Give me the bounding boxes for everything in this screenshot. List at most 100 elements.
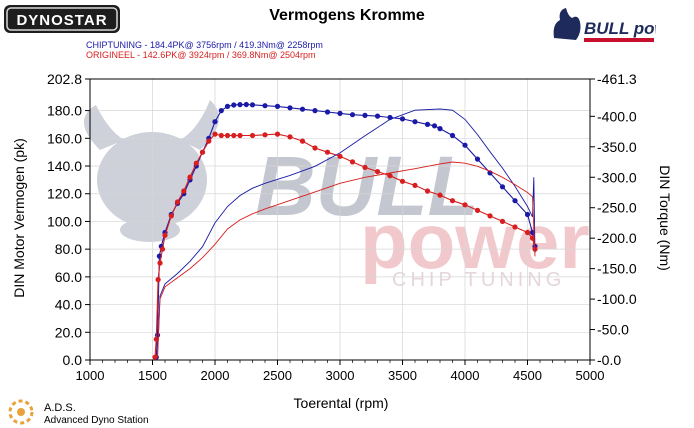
- left-tick-label: 40.0: [55, 297, 82, 313]
- left-tick-label: 202.8: [47, 71, 82, 87]
- power-point-origineel: [206, 138, 212, 144]
- x-tick-label: 2000: [201, 368, 230, 383]
- power-point-chiptuning: [237, 102, 243, 108]
- power-point-origineel: [437, 192, 443, 198]
- power-point-chiptuning: [224, 103, 231, 109]
- power-point-chiptuning: [362, 112, 368, 118]
- power-point-origineel: [499, 218, 506, 224]
- x-tick-label: 3000: [326, 368, 355, 383]
- watermark-word-bull: BULL: [255, 139, 479, 233]
- power-point-origineel: [387, 173, 393, 179]
- left-tick-label: 80.0: [55, 241, 82, 257]
- power-point-origineel: [487, 213, 493, 219]
- power-point-origineel: [412, 182, 418, 188]
- left-tick-label: 180.0: [47, 103, 82, 119]
- left-tick-label: 0.0: [63, 352, 83, 368]
- power-point-origineel: [181, 188, 187, 194]
- left-tick-label: 20.0: [55, 324, 82, 340]
- power-point-origineel: [224, 132, 231, 139]
- torque-line-origineel: [157, 161, 536, 358]
- power-point-chiptuning: [374, 113, 381, 119]
- power-point-origineel: [324, 149, 331, 155]
- right-axis-label: DIN Torque (Nm): [657, 165, 673, 271]
- power-point-origineel: [287, 134, 293, 140]
- power-point-origineel: [274, 131, 281, 137]
- ads-subtitle: Advanced Dyno Station: [44, 415, 149, 426]
- right-axis-ticks: -0.0 -50.0 -100.0 -150.0 -200.0 -250.0 -300.0 -…: [590, 71, 637, 368]
- watermark: BULL power CHIP TUNING: [83, 100, 590, 291]
- left-tick-label: 120.0: [47, 186, 82, 202]
- power-point-origineel: [474, 207, 481, 213]
- bullpower-logo-text: BULL power: [584, 19, 656, 38]
- chart-title: Vermogens Kromme: [269, 7, 425, 24]
- x-axis-ticks: 1000 1500 2000 2500 3000 3500 4000 4500 5000: [76, 360, 605, 383]
- power-point-origineel: [337, 153, 343, 159]
- power-point-chiptuning: [274, 103, 281, 109]
- power-point-chiptuning: [431, 123, 438, 129]
- power-point-chiptuning: [218, 108, 224, 114]
- power-point-chiptuning: [212, 119, 218, 125]
- power-point-chiptuning: [524, 211, 531, 218]
- x-tick-label: 4500: [513, 368, 542, 383]
- power-point-chiptuning: [262, 103, 268, 109]
- right-tick-label: -400.0: [597, 108, 637, 124]
- power-point-chiptuning: [512, 198, 518, 204]
- power-point-chiptuning: [243, 101, 249, 108]
- right-tick-label: -350.0: [597, 139, 637, 155]
- power-point-origineel: [312, 145, 318, 151]
- series-group: [152, 101, 538, 360]
- bull-watermark-icon: [83, 100, 219, 242]
- power-point-origineel: [174, 199, 181, 205]
- power-point-chiptuning: [299, 106, 306, 112]
- power-point-origineel: [524, 229, 531, 236]
- power-point-origineel: [168, 213, 174, 219]
- watermark-word-chiptuning: CHIP TUNING: [392, 269, 565, 291]
- power-point-origineel: [424, 188, 431, 194]
- power-point-origineel: [157, 260, 163, 266]
- x-axis-label: Toerental (rpm): [294, 395, 389, 411]
- power-point-origineel: [199, 149, 206, 155]
- left-tick-label: 60.0: [55, 269, 82, 285]
- power-point-chiptuning: [424, 121, 431, 127]
- power-point-origineel: [155, 277, 161, 283]
- power-point-origineel: [512, 224, 518, 230]
- power-point-chiptuning: [349, 112, 356, 118]
- dynostar-logo: DYNOSTAR: [4, 5, 120, 33]
- power-point-chiptuning: [287, 105, 293, 111]
- power-point-origineel: [218, 132, 224, 139]
- watermark-word-power: power: [360, 197, 590, 285]
- left-tick-label: 160.0: [47, 130, 82, 146]
- x-tick-label: 4000: [451, 368, 480, 383]
- x-tick-label: 5000: [576, 368, 605, 383]
- right-tick-label: -150.0: [597, 261, 637, 277]
- right-tick-label: -0.0: [597, 352, 621, 368]
- power-point-chiptuning: [249, 102, 256, 108]
- left-tick-label: 140.0: [47, 158, 82, 174]
- power-point-origineel: [362, 164, 368, 170]
- x-tick-label: 3500: [388, 368, 417, 383]
- power-point-origineel: [159, 246, 166, 252]
- power-point-origineel: [162, 232, 168, 238]
- power-point-chiptuning: [337, 110, 343, 116]
- power-point-chiptuning: [499, 184, 506, 190]
- x-tick-label: 1500: [138, 368, 167, 383]
- power-point-origineel: [374, 169, 381, 175]
- right-tick-label: -250.0: [597, 200, 637, 216]
- right-tick-label: -300.0: [597, 169, 637, 185]
- power-point-origineel: [212, 131, 218, 137]
- right-tick-label: -100.0: [597, 291, 637, 307]
- power-point-origineel: [399, 178, 406, 184]
- ads-name: A.D.S.: [44, 402, 76, 414]
- power-point-origineel: [153, 336, 159, 342]
- power-point-origineel: [262, 132, 268, 138]
- right-tick-label: -200.0: [597, 230, 637, 246]
- legend-chiptuning: CHIPTUNING - 184.4PK@ 3756rpm / 419.3Nm@…: [86, 40, 323, 50]
- power-point-origineel: [152, 354, 158, 360]
- right-tick-label: -461.3: [597, 71, 637, 87]
- power-point-chiptuning: [437, 126, 443, 132]
- bull-head-icon: [553, 8, 581, 40]
- power-point-origineel: [193, 160, 199, 166]
- power-point-chiptuning: [412, 119, 418, 125]
- power-point-chiptuning: [231, 102, 237, 108]
- left-tick-label: 100.0: [47, 213, 82, 229]
